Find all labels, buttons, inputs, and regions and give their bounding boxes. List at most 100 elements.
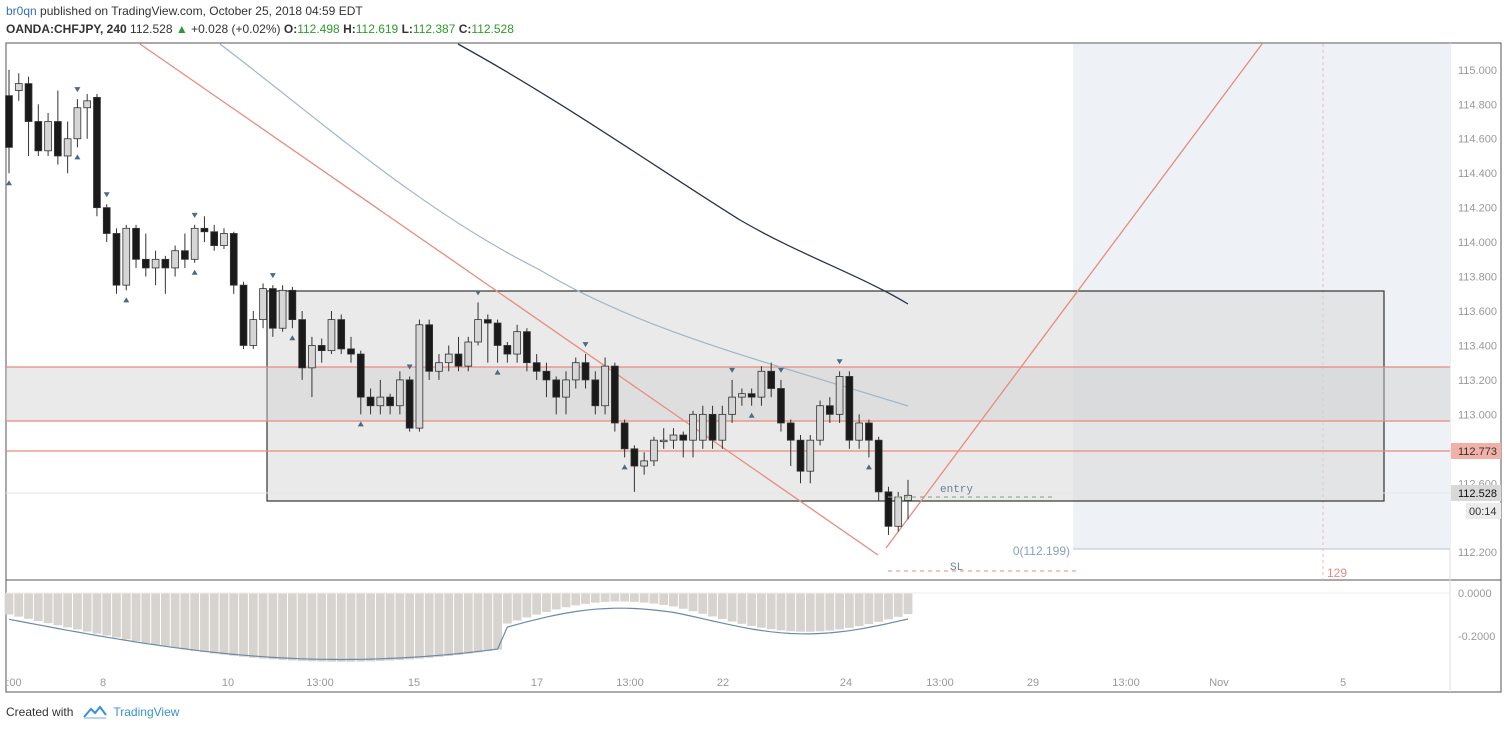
oscillator-bar [92, 593, 102, 634]
candle [44, 112, 52, 156]
time-tick-label: 29 [1027, 677, 1039, 689]
low-label: L: [401, 22, 413, 36]
candle-body [474, 319, 482, 343]
candle [620, 419, 629, 458]
fractal-up-marker [123, 297, 130, 303]
candle [738, 388, 746, 406]
oscillator-bar [805, 593, 815, 632]
footer: Created with TradingView [6, 705, 179, 719]
time-tick-label: Nov [1209, 677, 1229, 689]
time-tick-label: 13:00 [616, 677, 644, 689]
time-tick-label: 5 [1340, 677, 1346, 689]
last-price-tag [1451, 485, 1501, 501]
candle [659, 428, 668, 449]
oscillator-bar [366, 593, 375, 662]
candle-body [747, 393, 756, 398]
created-with-label: Created with [6, 705, 74, 719]
level-price-value: 112.773 [1458, 446, 1497, 458]
oscillator-bar [737, 593, 747, 624]
candle-body [708, 413, 717, 441]
high-value: 112.619 [355, 22, 399, 36]
oscillator-bar [268, 593, 278, 660]
oscillator-bar [757, 593, 766, 628]
candle [650, 436, 658, 467]
candle [845, 371, 854, 449]
author-link[interactable]: br0qn [6, 4, 37, 18]
oscillator-bar [190, 593, 200, 651]
candle [464, 336, 473, 372]
moving-average-slow [457, 43, 909, 305]
open-value: 112.498 [297, 22, 340, 36]
candle [102, 204, 111, 243]
fractal-up-marker [865, 464, 872, 470]
candle-body [366, 396, 375, 407]
symbol-info: OANDA:CHFJPY, 240 112.528 ▲ +0.028 (+0.0… [6, 22, 514, 36]
candle-body [826, 405, 834, 415]
countdown-value: 00:14 [1469, 506, 1497, 518]
oscillator-bar [395, 593, 405, 661]
candle-body [171, 250, 179, 269]
candle-body [894, 496, 903, 527]
candle [73, 99, 82, 148]
candle-body [513, 331, 521, 355]
candle [190, 224, 199, 263]
publish-info: br0qn published on TradingView.com, Octo… [6, 4, 363, 18]
candle [229, 231, 238, 294]
candle [796, 435, 805, 484]
oscillator-bar [151, 593, 160, 645]
oscillator-bar [463, 593, 473, 654]
oscillator-bar [43, 593, 53, 624]
candle [347, 336, 355, 363]
oscillator-bar [815, 593, 825, 632]
time-tick-label: :00 [6, 677, 21, 689]
candle [483, 314, 492, 363]
oscillator-bar [53, 593, 63, 626]
candle [415, 319, 424, 432]
oscillator-bar [82, 593, 92, 632]
candle [356, 350, 365, 415]
candle-body [229, 233, 238, 286]
oscillator-bar [112, 593, 121, 638]
fib-label: 0(112.199) [1013, 544, 1070, 558]
price-tick-label: 113.800 [1458, 272, 1497, 284]
price-tick-label: 113.000 [1458, 409, 1497, 421]
candle-body [141, 258, 150, 269]
candle-body [327, 319, 336, 352]
oscillator-bar [571, 593, 581, 606]
candle-body [308, 345, 316, 369]
resistance-zone [6, 367, 1450, 421]
fractal-up-marker [289, 335, 296, 341]
candle-body [44, 121, 52, 152]
candle [269, 285, 277, 337]
oscillator-bar [473, 593, 483, 653]
price-chart[interactable]: entry SL 0(112.199) 129 115.000114.80011… [0, 0, 1508, 700]
oscillator-bar [669, 593, 678, 607]
oscillator-bar [659, 593, 669, 605]
time-tick-label: 10 [222, 677, 234, 689]
candle [298, 311, 306, 380]
oscillator-bar [287, 593, 297, 661]
candle [728, 379, 736, 423]
oscillator-bar [522, 593, 532, 618]
candle [435, 354, 443, 380]
candle-body [220, 233, 228, 246]
tradingview-link[interactable]: TradingView [113, 705, 180, 719]
oscillator-bar [33, 593, 43, 622]
candle-body [210, 231, 219, 246]
candle [630, 445, 639, 492]
oscillator-bar [561, 593, 571, 608]
candle-body [288, 289, 297, 321]
oscillator-bar [688, 593, 698, 612]
oscillator-bar [160, 593, 170, 647]
candle-body [464, 341, 473, 367]
close-label: C: [458, 22, 472, 36]
price-tick-label: 115.000 [1458, 65, 1497, 77]
oscillator-bar [200, 593, 209, 653]
high-label: H: [343, 22, 356, 36]
stop-loss-label: SL [950, 562, 963, 574]
oscillator-bar [727, 593, 737, 622]
candle [444, 345, 453, 372]
candle-body [718, 413, 727, 441]
candle-body [356, 353, 365, 398]
candle [171, 245, 179, 277]
